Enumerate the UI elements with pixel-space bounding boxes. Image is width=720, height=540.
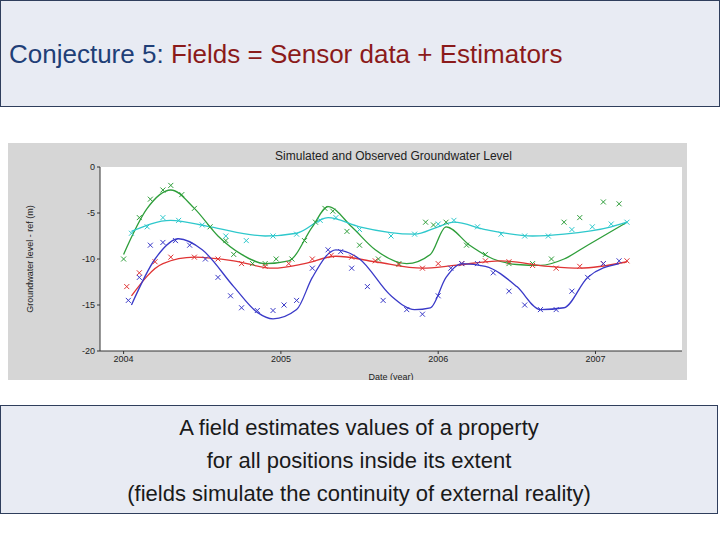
svg-text:2006: 2006	[428, 354, 448, 364]
html-text:A field estimates values of a: A field estimates values of a property	[179, 415, 539, 440]
svg-text:-20: -20	[82, 346, 95, 356]
svg-text:0: 0	[90, 162, 95, 172]
svg-text:Date (year): Date (year)	[368, 372, 413, 380]
html-text:for all positions inside its e: for all positions inside its extent	[206, 448, 512, 473]
svg-text:2007: 2007	[585, 354, 605, 364]
svg-text:-10: -10	[82, 254, 95, 264]
svg-text:-5: -5	[87, 208, 95, 218]
svg-text:2005: 2005	[271, 354, 291, 364]
svg-text:Groundwater level - ref (m): Groundwater level - ref (m)	[25, 205, 35, 313]
html-text:Conjecture 5: Fields = Sensor: Conjecture 5: Fields = Sensor data + Est…	[9, 39, 563, 69]
svg-text:2004: 2004	[114, 354, 134, 364]
svg-text:-15: -15	[82, 300, 95, 310]
html-text:Simulated and Observed Groundw: Simulated and Observed Groundwater Level	[275, 149, 512, 163]
html-text:(fields simulate the continuit: (fields simulate the continuity of exter…	[127, 481, 591, 506]
